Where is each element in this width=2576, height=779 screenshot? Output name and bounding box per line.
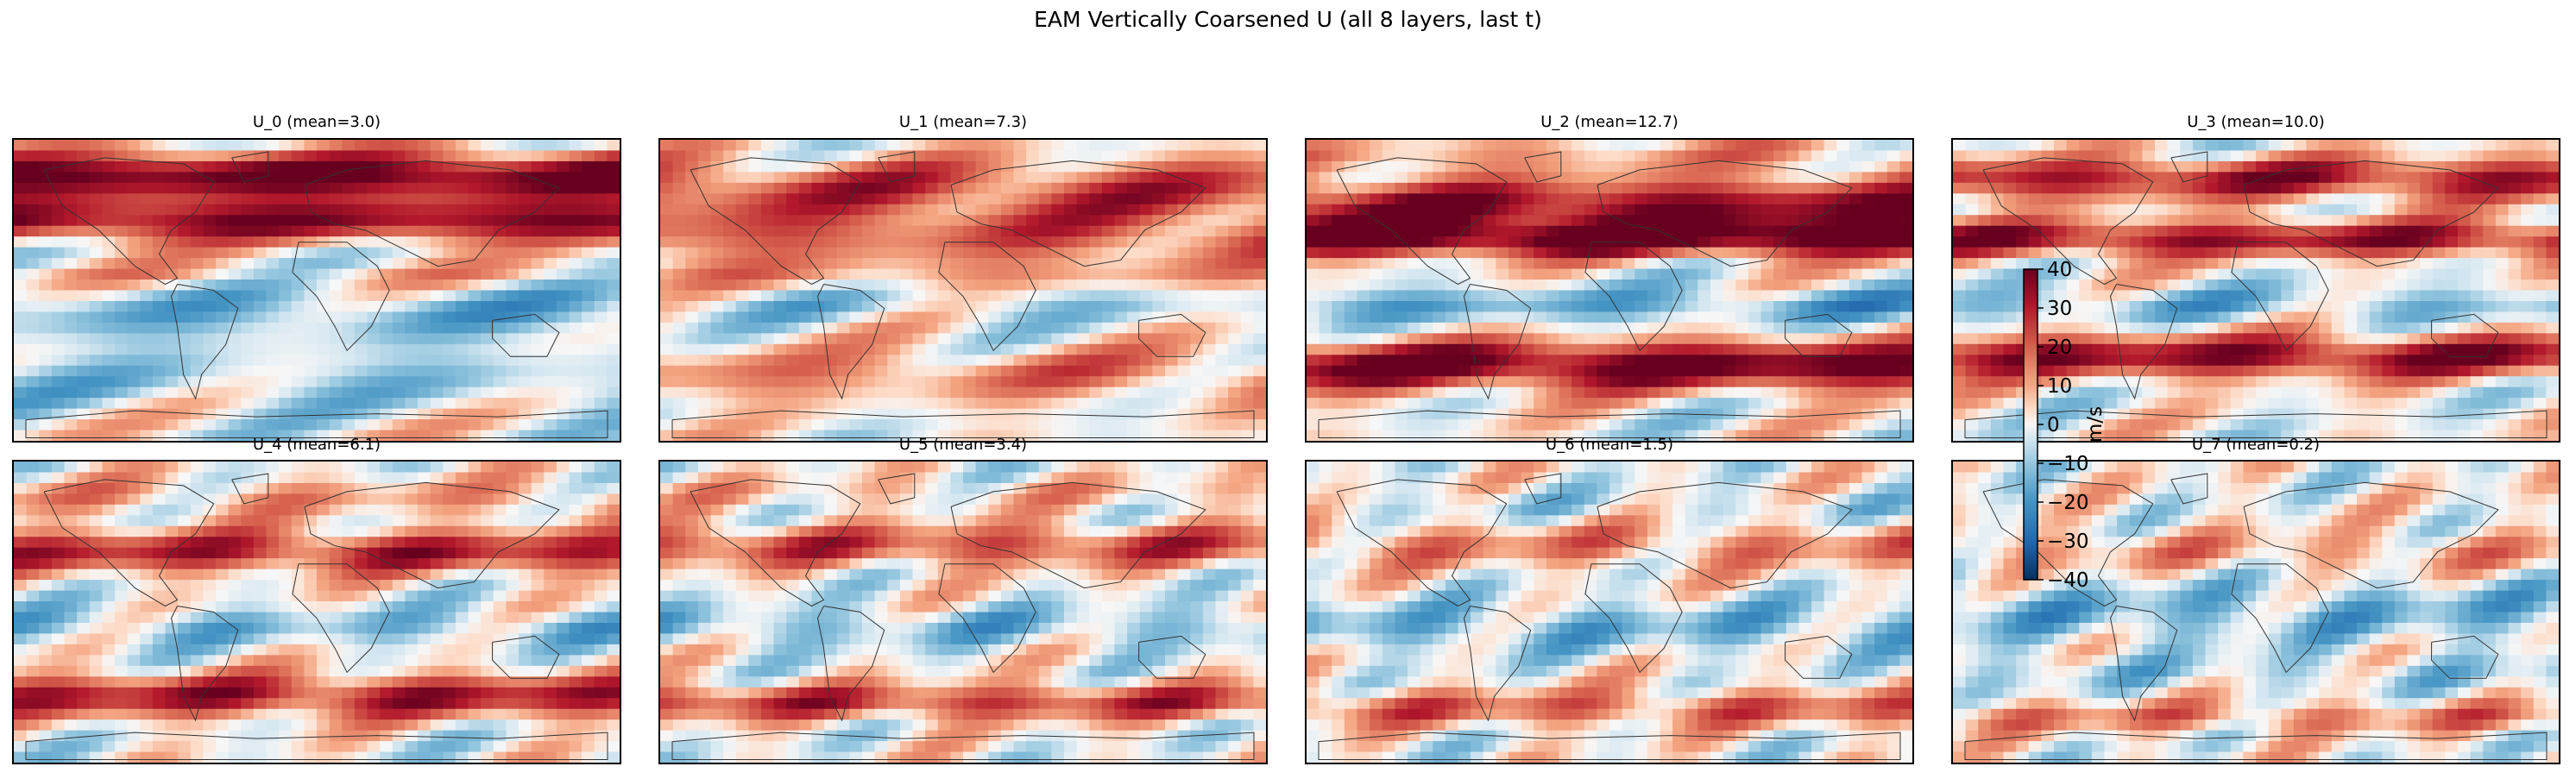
map-panel-0 — [12, 138, 621, 443]
colorbar-gradient — [2023, 268, 2038, 581]
coastlines — [1318, 473, 1901, 760]
panel-title-5: U_5 (mean=3.4) — [898, 436, 1028, 454]
wind-field-1 — [660, 140, 1266, 441]
colorbar-tick-label: −30 — [2047, 531, 2089, 553]
map-panel-6 — [1305, 460, 1914, 764]
coastlines — [25, 151, 608, 438]
coastlines — [1318, 151, 1901, 438]
colorbar-tick-label: 20 — [2047, 336, 2072, 359]
colorbar-tick-label: −20 — [2047, 492, 2089, 514]
coastlines — [25, 473, 608, 760]
map-panel-3 — [1951, 138, 2560, 443]
map-panel-5 — [658, 460, 1268, 764]
coastlines — [671, 151, 1255, 438]
wind-field-4 — [14, 462, 620, 763]
map-panel-4 — [12, 460, 621, 764]
panel-title-4: U_4 (mean=6.1) — [252, 436, 381, 454]
wind-field-0 — [14, 140, 620, 441]
map-panel-1 — [658, 138, 1268, 443]
wind-field-3 — [1953, 140, 2559, 441]
colorbar-tick-label: −40 — [2047, 569, 2089, 592]
colorbar-label: m/s — [2084, 406, 2107, 443]
colorbar-tick-label: 30 — [2047, 298, 2072, 320]
panel-title-2: U_2 (mean=12.7) — [1540, 113, 1678, 131]
colorbar: 40 30 20 10 0 −10 −20 −30 −40 m/s — [2023, 259, 2107, 592]
map-panel-2 — [1305, 138, 1914, 443]
colorbar-tick-label: 0 — [2047, 414, 2060, 437]
panel-title-7: U_7 (mean=0.2) — [2191, 436, 2321, 454]
colorbar-tick-label: 10 — [2047, 375, 2072, 398]
wind-field-6 — [1307, 462, 1912, 763]
wind-field-2 — [1307, 140, 1912, 441]
colorbar-tick-label: −10 — [2047, 453, 2089, 475]
wind-field-5 — [660, 462, 1266, 763]
panel-title-1: U_1 (mean=7.3) — [898, 113, 1028, 131]
coastlines — [671, 473, 1255, 760]
panel-title-6: U_6 (mean=1.5) — [1545, 436, 1674, 454]
panel-title-0: U_0 (mean=3.0) — [252, 113, 381, 131]
panel-title-3: U_3 (mean=10.0) — [2187, 113, 2325, 131]
map-panel-7 — [1951, 460, 2560, 764]
colorbar-tick-label: 40 — [2047, 259, 2072, 281]
wind-field-7 — [1953, 462, 2559, 763]
coastlines — [1964, 151, 2548, 438]
figure-title: EAM Vertically Coarsened U (all 8 layers… — [1034, 7, 1542, 32]
